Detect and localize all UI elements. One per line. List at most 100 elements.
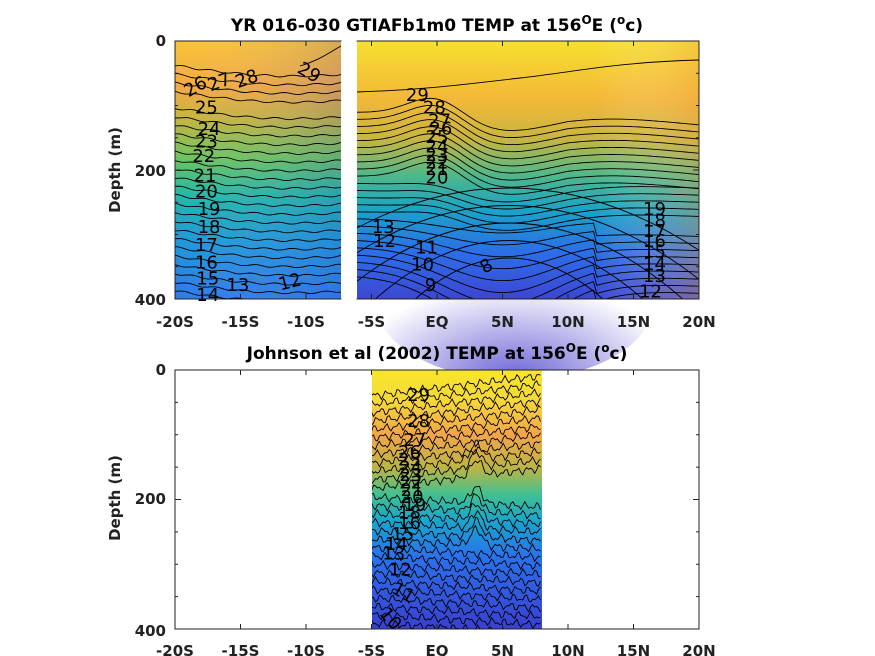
upper-chart-title-degree: O: [581, 13, 591, 27]
upper-x-tick-0: -20S: [156, 313, 194, 331]
lower-isotherm: [372, 440, 541, 468]
upper-right-isotherm: [357, 133, 699, 167]
lower-x-tick-7: 15N: [617, 642, 650, 656]
lower-contour-label-3: 26: [398, 442, 421, 463]
upper-left-isotherm: [175, 177, 341, 190]
upper-y-tick-0: 0: [156, 32, 166, 50]
lower-isotherm: [372, 569, 541, 587]
lower-isotherm: [372, 559, 541, 578]
upper-right-isotherm: [357, 232, 699, 258]
upper-right-isotherm: [357, 97, 699, 131]
upper-contour-label-38: 15: [643, 242, 666, 263]
upper-contour-label-41: 12: [639, 282, 662, 303]
lower-chart-title-degree: O: [566, 341, 576, 355]
lower-isotherm: [372, 460, 541, 492]
upper-left-isotherm: [175, 254, 341, 269]
upper-left-isotherm: [175, 108, 341, 121]
upper-left-isotherm: [175, 290, 246, 299]
upper-chart-title-unit-sup: o: [617, 13, 625, 27]
lower-isotherm: [372, 380, 541, 407]
upper-y-tick-200: 200: [135, 162, 166, 180]
upper-left-isotherm: [175, 282, 341, 295]
upper-contour-label-5: 24: [198, 119, 221, 140]
upper-contour-label-12: 17: [195, 235, 218, 256]
lower-contour-label-11: 18: [398, 503, 421, 524]
lower-isotherm: [372, 388, 541, 418]
upper-right-isotherm: [357, 204, 699, 224]
upper-warm-pool-isotherm: [357, 59, 699, 93]
upper-left-isotherm: [175, 230, 341, 242]
lower-x-tick-8: 20N: [682, 642, 715, 656]
upper-right-isotherm: [357, 247, 699, 282]
upper-left-isotherm: [175, 212, 341, 225]
upper-contour-label-4: 25: [195, 98, 218, 119]
lower-chart-title-suffix: E (: [576, 344, 601, 364]
upper-left-isotherm: [175, 117, 341, 129]
upper-x-tick-7: 15N: [617, 313, 650, 331]
upper-contour-label-30: 11: [415, 238, 438, 259]
upper-left-isotherm: [175, 246, 341, 260]
upper-contour-label-7: 22: [192, 146, 215, 167]
lower-contour-label-2: 27: [403, 430, 426, 451]
upper-contour-label-20: 27: [428, 111, 451, 132]
lower-isotherm: [372, 374, 541, 401]
upper-contour-label-39: 14: [643, 254, 666, 275]
upper-left-isotherm: [175, 125, 341, 138]
upper-right-isotherm: [357, 269, 699, 299]
upper-left-isotherm: [175, 73, 341, 87]
upper-left-isotherm: [175, 238, 341, 251]
upper-contour-label-31: 10: [411, 254, 434, 275]
lower-x-tick-2: -10S: [287, 642, 325, 656]
lower-isotherm: [372, 414, 541, 442]
upper-right-isotherm: [357, 126, 699, 160]
upper-left-isotherm: [175, 221, 341, 234]
lower-tick-marks: [174, 369, 700, 630]
upper-left-isotherm: [175, 160, 341, 173]
lower-contour-label-13: 15: [391, 524, 414, 545]
lower-x-tick-6: 10N: [551, 642, 584, 656]
lower-isotherm: [372, 503, 541, 528]
lower-isotherm: [372, 524, 541, 553]
lower-chart-title: Johnson et al (2002) TEMP at 156OE (oc): [246, 341, 628, 364]
upper-right-isotherm: [357, 119, 699, 153]
lower-heatmap: [372, 370, 542, 629]
upper-y-tick-400: 400: [135, 291, 166, 309]
upper-right-isotherm: [357, 218, 699, 237]
lower-y-tick-0: 0: [156, 361, 166, 379]
upper-right-isotherm: [357, 261, 699, 299]
upper-cold-dome-isotherm: [357, 187, 699, 251]
lower-isotherm: [372, 575, 541, 595]
upper-right-isotherm: [357, 182, 699, 203]
lower-isotherm: [372, 448, 541, 485]
upper-contour-label-15: 14: [196, 285, 219, 306]
lower-contour-label-10: 19: [403, 495, 426, 516]
lower-isotherm: [372, 439, 541, 474]
lower-chart-title-unit-sup: o: [601, 341, 609, 355]
lower-x-tick-1: -15S: [222, 642, 260, 656]
upper-right-isotherm: [357, 147, 699, 181]
upper-contour-label-24: 23: [426, 145, 449, 166]
upper-contour-label-6: 23: [195, 131, 218, 152]
lower-contour-label-12: 16: [398, 513, 421, 534]
upper-right-isotherm: [357, 225, 699, 246]
lower-isotherm: [372, 516, 541, 545]
lower-contour-label-15: 13: [382, 544, 405, 565]
lower-contour-label-1: 28: [407, 411, 430, 432]
upper-cold-dome-isotherm: [357, 222, 684, 299]
upper-chart-title-main: YR 016-030 GTIAFb1m0 TEMP at 156: [230, 16, 582, 36]
upper-contour-label-22: 25: [426, 127, 449, 148]
upper-contour-label-32: 9: [425, 275, 436, 296]
upper-contour-label-13: 16: [195, 253, 218, 274]
lower-isotherm: [372, 432, 541, 459]
upper-right-isotherm: [357, 190, 699, 210]
upper-left-isotherm: [175, 133, 341, 147]
upper-contour-label-10: 19: [198, 199, 221, 220]
upper-x-tick-5: 5N: [491, 313, 514, 331]
upper-left-isotherm: [175, 81, 341, 95]
upper-contour-label-19: 28: [423, 98, 446, 119]
upper-cold-dome-isotherm: [357, 205, 699, 281]
lower-contour-label-16: 12: [389, 560, 412, 581]
upper-left-isotherm: [175, 185, 341, 199]
lower-chart-panel: Johnson et al (2002) TEMP at 156OE (oc) …: [106, 341, 716, 656]
lower-isotherm: [372, 485, 541, 511]
